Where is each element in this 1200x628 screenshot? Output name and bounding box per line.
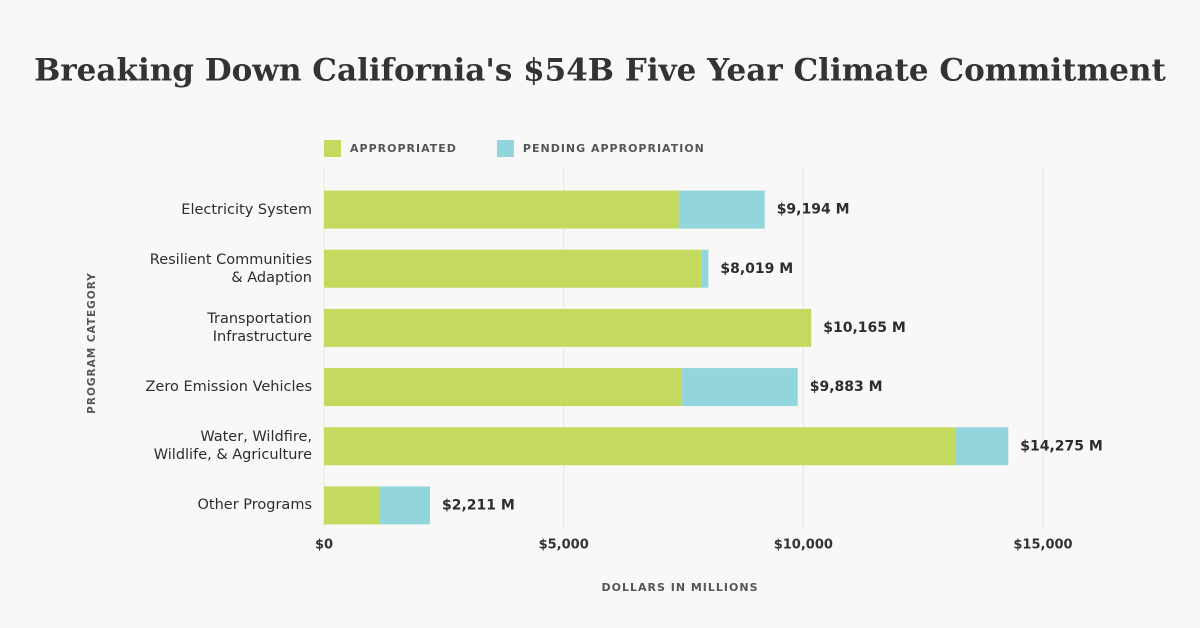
- bar-segment: [682, 368, 798, 407]
- y-tick-label: Zero Emission Vehicles: [145, 379, 312, 396]
- total-label: $9,194 M: [777, 202, 850, 218]
- bar-segment: [324, 368, 683, 407]
- bar-segment: [324, 308, 812, 347]
- legend-swatch: [496, 140, 514, 157]
- x-tick-label: $5,000: [539, 538, 589, 553]
- y-tick-label: Water, Wildfire, Wildlife, & Agriculture: [153, 429, 312, 464]
- total-label: $8,019 M: [720, 261, 793, 277]
- bar-segment: [955, 427, 1009, 466]
- chart-title: Breaking Down California's $54B Five Yea…: [34, 53, 1166, 89]
- y-tick-label: Other Programs: [197, 497, 312, 514]
- y-tick-label: Resilient Communities & Adaption: [149, 251, 312, 286]
- bar-segment: [380, 486, 430, 525]
- total-label: $9,883 M: [810, 379, 883, 395]
- legend-label: APPROPRIATED: [350, 142, 457, 155]
- legend-label: PENDING APPROPRIATION: [523, 142, 705, 155]
- y-axis-label: PROGRAM CATEGORY: [86, 272, 98, 414]
- x-tick-label: $0: [315, 538, 333, 553]
- bar-segment: [701, 249, 709, 288]
- total-label: $2,211 M: [442, 497, 515, 513]
- x-tick-label: $10,000: [774, 538, 833, 553]
- bar-segment: [324, 249, 702, 288]
- total-label: $10,165 M: [823, 320, 906, 336]
- total-label: $14,275 M: [1020, 438, 1103, 454]
- x-tick-label: $15,000: [1013, 538, 1072, 553]
- bar-segment: [678, 190, 765, 229]
- x-axis-label: DOLLARS IN MILLIONS: [602, 581, 759, 594]
- bar-segment: [324, 486, 381, 525]
- bar-segment: [324, 190, 679, 229]
- bar-segment: [324, 427, 956, 466]
- legend-swatch: [324, 140, 341, 157]
- y-tick-label: Transportation Infrastructure: [207, 310, 312, 345]
- y-tick-label: Electricity System: [181, 201, 312, 218]
